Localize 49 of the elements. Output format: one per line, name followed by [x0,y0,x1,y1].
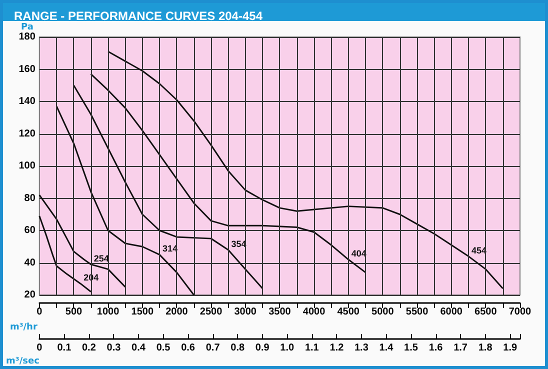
x2-tick-label: 1.8 [478,342,493,354]
x2-tick-label: 0.5 [156,342,171,354]
x2-tick-label: 0.8 [230,342,245,354]
y-axis-title: Pa [20,22,34,33]
chart-title: RANGE - PERFORMANCE CURVES 204-454 [14,9,263,23]
y-tick-label: 60 [24,225,36,236]
y-tick-label: 40 [24,257,36,268]
x-tick-label: 2000 [166,306,188,318]
x2-tick-label: 0.6 [181,342,196,354]
x2-tick-label: 0 [36,342,43,354]
x2-tick-label: 1.2 [330,342,344,354]
x2-tick-label: 1.0 [280,342,295,354]
series-label: 254 [94,253,109,264]
x-tick-label: 6000 [440,306,463,318]
x-tick-label: 2500 [200,306,223,318]
y-tick-label: 20 [24,290,36,300]
x-tick-label: 500 [65,306,83,318]
y-tick-label: 140 [18,96,36,107]
x2-tick-label: 1.7 [454,342,468,354]
x2-tick-label: 0.4 [132,342,146,354]
x2-tick-label: 0.1 [57,342,72,354]
x2-axis-title: m³/sec [6,356,40,366]
x-tick-label: 6500 [474,306,498,318]
x2-tick-label: 0.3 [106,342,122,354]
x-axis-title: m³/hr [10,322,38,332]
x-tick-label: 3500 [268,306,292,318]
x2-tick-label: 1.9 [503,342,518,354]
x2-tick-label: 1.1 [304,342,320,354]
x-tick-label: 0 [36,306,43,318]
x-tick-label: 7000 [508,306,532,318]
x2-tick-label: 0.2 [82,342,96,354]
x-tick-label: 4000 [302,306,326,318]
y-tick-label: 180 [18,32,36,42]
x2-tick-label: 1.4 [379,342,394,354]
x-tick-label: 1000 [96,306,120,318]
y-tick-label: 100 [18,160,36,172]
x2-tick-label: 0.7 [206,342,220,354]
y-tick-label: 160 [18,64,36,75]
x2-tick-label: 1.3 [354,342,369,354]
x-tick-label: 3000 [234,306,257,318]
x2-tick-label: 1.6 [428,342,444,354]
y-tick-label: 80 [24,192,36,204]
x-tick-label: 5000 [372,306,394,318]
x-tick-label: 5500 [406,306,429,318]
y-tick-label: 120 [18,128,36,140]
x2-tick-label: 1.5 [404,342,418,354]
x2-tick-label: 0.9 [255,342,270,354]
x-tick-label: 1500 [131,306,154,318]
x-tick-label: 4500 [337,306,360,318]
